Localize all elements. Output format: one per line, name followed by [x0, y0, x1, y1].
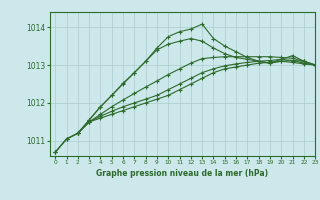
X-axis label: Graphe pression niveau de la mer (hPa): Graphe pression niveau de la mer (hPa): [96, 169, 268, 178]
